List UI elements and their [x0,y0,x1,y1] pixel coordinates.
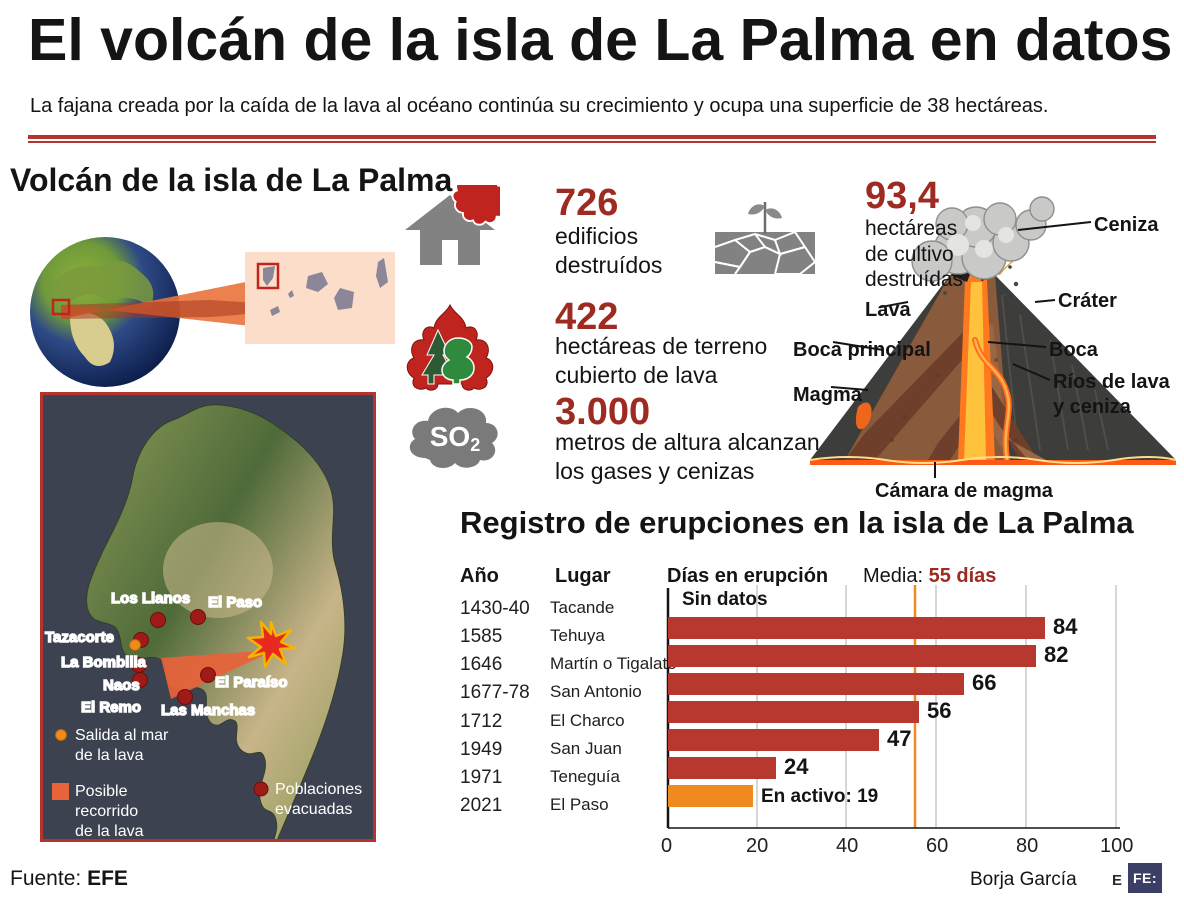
svg-text:24: 24 [784,754,809,779]
svg-text:56: 56 [927,698,951,723]
svg-text:evacuadas: evacuadas [275,801,352,818]
svg-text:47: 47 [887,726,911,751]
svg-text:Las Manchas: Las Manchas [161,702,255,719]
svg-text:84: 84 [1053,614,1078,639]
svg-text:Salida al mar: Salida al mar [75,727,169,744]
svg-text:La Bombilla: La Bombilla [61,654,147,671]
svg-text:Tazacorte: Tazacorte [45,629,114,646]
svg-text:Naos: Naos [103,677,140,694]
svg-text:82: 82 [1044,642,1068,667]
svg-text:0: 0 [661,835,672,857]
svg-text:Los Llanos: Los Llanos [111,590,190,607]
svg-text:recorrido: recorrido [75,803,138,820]
svg-text:20: 20 [746,835,768,857]
svg-text:El Remo: El Remo [81,699,141,716]
svg-text:de la lava: de la lava [75,823,144,840]
svg-text:40: 40 [836,835,858,857]
svg-text:80: 80 [1016,835,1038,857]
svg-text:Posible: Posible [75,783,128,800]
svg-text:66: 66 [972,670,996,695]
svg-text:En activo: 19: En activo: 19 [761,786,878,807]
svg-text:de la lava: de la lava [75,747,144,764]
svg-text:Sin datos: Sin datos [682,589,768,610]
svg-text:Poblaciones: Poblaciones [275,781,362,798]
svg-text:El Paso: El Paso [208,594,262,611]
svg-text:El Paraíso: El Paraíso [215,674,288,691]
svg-text:100: 100 [1100,835,1133,857]
svg-text:60: 60 [926,835,948,857]
